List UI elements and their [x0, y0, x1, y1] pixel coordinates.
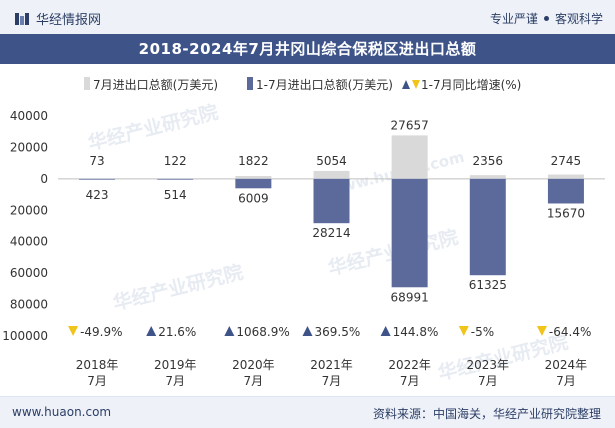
growth-down-triangle-icon: [536, 326, 547, 336]
legend-label-2: 1-7月进出口总额(万美元): [256, 78, 393, 92]
x-tick-year-5: 2022年: [388, 358, 431, 372]
footer-source: 资料来源：中国海关，华经产业研究院整理: [372, 407, 601, 421]
y-tick-label: 40000: [10, 235, 48, 249]
y-tick-label: 20000: [10, 203, 48, 217]
brand[interactable]: 华经情报网: [14, 9, 101, 28]
y-tick-label: 40000: [10, 109, 48, 123]
bar-july-3: [235, 175, 272, 179]
bar-july-6: [469, 175, 506, 179]
brand-logo-icon: [15, 12, 29, 25]
growth-label-1: -49.9%: [80, 325, 122, 339]
growth-label-7: -64.4%: [549, 325, 591, 339]
bar-cumulative-7: [547, 178, 584, 204]
label-july-7: 2745: [551, 154, 582, 168]
growth-down-triangle-icon: [68, 326, 79, 336]
legend-swatch-1: [84, 77, 90, 90]
label-cumulative-3: 6009: [238, 191, 269, 205]
x-tick-year-7: 2024年: [545, 358, 588, 372]
x-tick-month-1: 7月: [87, 374, 107, 388]
label-cumulative-1: 423: [86, 188, 109, 202]
label-cumulative-5: 68991: [391, 290, 429, 304]
bar-cumulative-3: [235, 178, 272, 189]
legend-label-1: 7月进出口总额(万美元): [93, 78, 218, 92]
brand-name: 华经情报网: [36, 13, 102, 28]
y-tick-label: 60000: [10, 266, 48, 280]
growth-up-triangle-icon: [380, 326, 391, 336]
label-cumulative-6: 61325: [469, 278, 507, 292]
bar-cumulative-4: [313, 178, 350, 224]
legend-swatch-2: [247, 77, 253, 90]
chart: 华经产业研究院www.huaon.com华经产业研究院华经产业研究院华经产业研究…: [2, 77, 605, 388]
legend-down-triangle-icon: [412, 80, 420, 89]
separator-dot-icon: [543, 16, 549, 21]
label-july-1: 73: [89, 154, 104, 168]
bar-july-5: [391, 135, 428, 179]
bar-july-7: [547, 174, 584, 179]
growth-label-5: 144.8%: [393, 325, 439, 339]
bar-cumulative-5: [391, 178, 428, 288]
label-cumulative-7: 15670: [547, 206, 585, 220]
watermark-text: 华经产业研究院: [111, 260, 246, 314]
x-tick-month-4: 7月: [322, 374, 342, 388]
growth-label-4: 369.5%: [315, 325, 361, 339]
growth-up-triangle-icon: [146, 326, 157, 336]
legend-up-triangle-icon: [402, 80, 410, 89]
watermark-text: 华经产业研究院: [86, 100, 221, 154]
label-july-6: 2356: [473, 154, 504, 168]
footer-website[interactable]: www.huaon.com: [12, 405, 112, 419]
growth-label-2: 21.6%: [158, 325, 196, 339]
bar-cumulative-2: [157, 178, 194, 180]
label-july-3: 1822: [238, 154, 269, 168]
growth-label-6: -5%: [471, 325, 494, 339]
label-july-4: 5054: [316, 154, 347, 168]
x-tick-month-2: 7月: [165, 374, 185, 388]
growth-up-triangle-icon: [302, 326, 313, 336]
x-tick-month-5: 7月: [400, 374, 420, 388]
x-tick-year-6: 2023年: [467, 358, 510, 372]
bar-cumulative-1: [79, 178, 116, 180]
y-tick-label: 80000: [10, 298, 48, 312]
y-tick-label: 0: [40, 172, 48, 186]
chart-title: 2018-2024年7月井冈山综合保税区进出口总额: [0, 34, 615, 64]
label-july-2: 122: [164, 154, 187, 168]
x-tick-month-6: 7月: [478, 374, 498, 388]
x-tick-year-4: 2021年: [310, 358, 353, 372]
label-july-5: 27657: [391, 118, 429, 132]
label-cumulative-2: 514: [164, 188, 187, 202]
footer: www.huaon.com 资料来源：中国海关，华经产业研究院整理: [0, 396, 615, 428]
x-tick-year-3: 2020年: [232, 358, 275, 372]
x-tick-month-7: 7月: [556, 374, 576, 388]
y-tick-label: 100000: [2, 329, 48, 343]
tagline-right: 客观科学: [554, 12, 603, 26]
tagline-left: 专业严谨: [489, 12, 538, 26]
label-cumulative-4: 28214: [312, 226, 350, 240]
legend-label-3: 1-7月同比增速(%): [421, 78, 521, 92]
tagline: 专业严谨 客观科学: [490, 10, 603, 27]
growth-down-triangle-icon: [458, 326, 469, 336]
x-tick-year-1: 2018年: [76, 358, 119, 372]
y-tick-label: 20000: [10, 140, 48, 154]
bar-july-4: [313, 170, 350, 179]
growth-up-triangle-icon: [224, 326, 235, 336]
bar-cumulative-6: [469, 178, 506, 276]
x-tick-year-2: 2019年: [154, 358, 197, 372]
x-tick-month-3: 7月: [244, 374, 264, 388]
growth-label-3: 1068.9%: [236, 325, 289, 339]
